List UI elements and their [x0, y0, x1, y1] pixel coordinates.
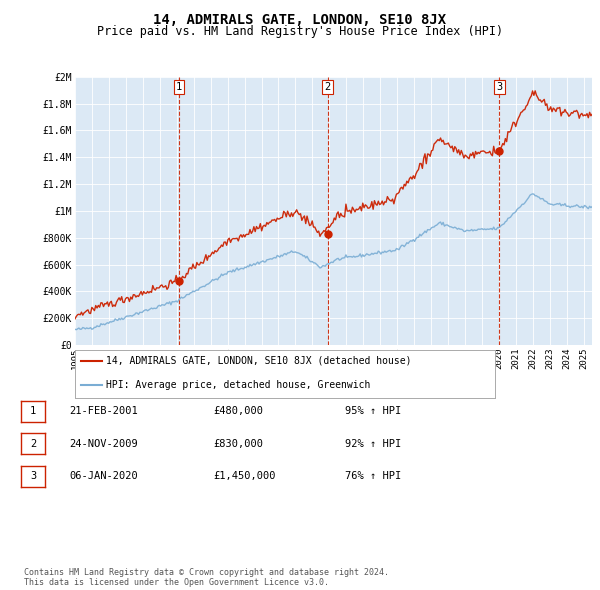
Text: 1: 1: [30, 407, 36, 416]
Text: 2: 2: [30, 439, 36, 448]
Text: 2: 2: [325, 82, 331, 92]
Text: 92% ↑ HPI: 92% ↑ HPI: [345, 439, 401, 448]
Text: £1,450,000: £1,450,000: [213, 471, 275, 481]
Text: Contains HM Land Registry data © Crown copyright and database right 2024.
This d: Contains HM Land Registry data © Crown c…: [24, 568, 389, 587]
Text: £480,000: £480,000: [213, 407, 263, 416]
Text: 3: 3: [30, 471, 36, 481]
Text: 76% ↑ HPI: 76% ↑ HPI: [345, 471, 401, 481]
Text: 14, ADMIRALS GATE, LONDON, SE10 8JX (detached house): 14, ADMIRALS GATE, LONDON, SE10 8JX (det…: [107, 356, 412, 366]
Text: £830,000: £830,000: [213, 439, 263, 448]
Text: 3: 3: [496, 82, 503, 92]
Text: Price paid vs. HM Land Registry's House Price Index (HPI): Price paid vs. HM Land Registry's House …: [97, 25, 503, 38]
Text: 21-FEB-2001: 21-FEB-2001: [69, 407, 138, 416]
Text: HPI: Average price, detached house, Greenwich: HPI: Average price, detached house, Gree…: [107, 380, 371, 390]
Text: 1: 1: [176, 82, 182, 92]
Text: 24-NOV-2009: 24-NOV-2009: [69, 439, 138, 448]
Text: 14, ADMIRALS GATE, LONDON, SE10 8JX: 14, ADMIRALS GATE, LONDON, SE10 8JX: [154, 13, 446, 27]
Text: 06-JAN-2020: 06-JAN-2020: [69, 471, 138, 481]
Text: 95% ↑ HPI: 95% ↑ HPI: [345, 407, 401, 416]
